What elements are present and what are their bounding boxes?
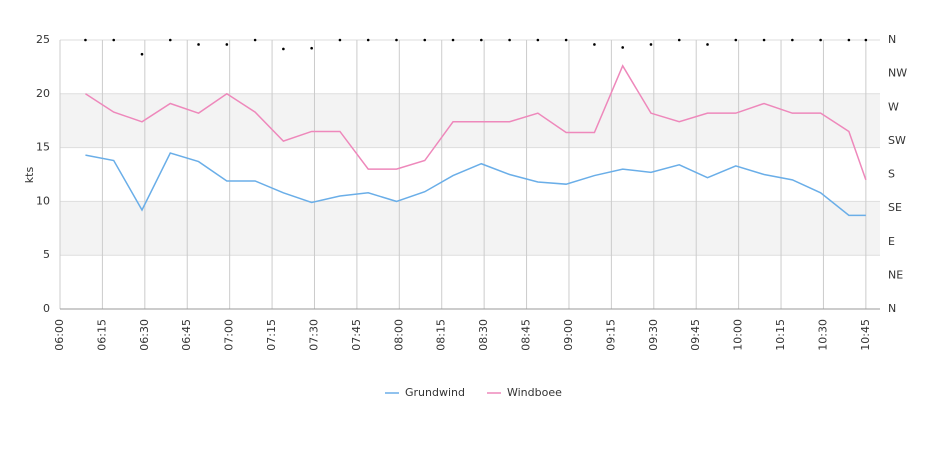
direction-dot — [677, 38, 681, 42]
direction-dot — [734, 38, 738, 42]
direction-dot — [395, 38, 398, 42]
direction-dot — [310, 46, 313, 50]
y2-tick-label: SE — [888, 201, 902, 214]
direction-dot — [819, 38, 822, 42]
direction-dot — [423, 38, 427, 42]
x-tick-label: 09:15 — [604, 319, 617, 351]
direction-dot — [366, 38, 370, 42]
x-tick-label: 08:45 — [520, 319, 533, 351]
direction-dot — [706, 43, 709, 46]
y-tick-label: 15 — [36, 141, 50, 154]
direction-dot — [564, 38, 568, 42]
direction-dot — [536, 38, 540, 42]
x-tick-label: 09:45 — [689, 319, 702, 351]
x-tick-label: 10:30 — [816, 319, 829, 351]
y-axis-label: kts — [23, 167, 36, 184]
direction-dot — [791, 38, 794, 42]
shaded-band — [60, 93, 880, 148]
direction-dot — [253, 38, 257, 42]
y2-tick-label: W — [888, 100, 899, 113]
y2-tick-label: NW — [888, 67, 907, 80]
x-tick-label: 06:45 — [180, 319, 193, 351]
direction-dot — [225, 43, 229, 46]
direction-dot — [168, 38, 172, 42]
x-tick-label: 08:30 — [477, 319, 490, 351]
x-tick-label: 07:00 — [223, 319, 236, 351]
x-tick-label: 06:15 — [95, 319, 108, 351]
y-tick-label: 10 — [36, 194, 50, 207]
direction-dot — [112, 38, 116, 42]
x-tick-label: 10:45 — [859, 319, 872, 351]
direction-dot — [480, 38, 483, 42]
x-tick-label: 06:30 — [138, 319, 151, 351]
y2-tick-label: SW — [888, 134, 906, 147]
x-tick-label: 07:30 — [307, 319, 320, 351]
y-tick-label: 20 — [36, 87, 50, 100]
x-tick-label: 08:15 — [435, 319, 448, 351]
legend-label: Windboee — [507, 386, 562, 399]
direction-dot — [621, 46, 624, 49]
y2-tick-label: NE — [888, 268, 903, 281]
direction-dot — [649, 43, 653, 46]
direction-dot — [282, 47, 285, 51]
shaded-band — [60, 201, 880, 256]
y2-tick-label: E — [888, 235, 895, 248]
direction-dot — [508, 38, 511, 42]
line — [85, 152, 866, 217]
direction-dot — [197, 43, 200, 46]
y-tick-label: 5 — [43, 248, 50, 261]
direction-dot — [593, 43, 596, 46]
direction-dot — [338, 38, 342, 42]
y-tick-label: 25 — [36, 33, 50, 46]
x-tick-label: 09:30 — [647, 319, 660, 351]
x-tick-label: 10:15 — [774, 319, 787, 351]
direction-dot — [762, 38, 766, 42]
x-tick-label: 10:00 — [732, 319, 745, 351]
y2-tick-label: N — [888, 33, 896, 46]
direction-dot — [84, 38, 87, 42]
direction-dot — [864, 38, 868, 42]
y2-tick-label: N — [888, 302, 896, 315]
direction-dot — [140, 52, 144, 56]
direction-dot — [451, 38, 455, 42]
y2-tick-label: S — [888, 168, 895, 181]
x-tick-label: 07:15 — [265, 319, 278, 351]
x-tick-label: 06:00 — [53, 319, 66, 351]
x-tick-label: 09:00 — [562, 319, 575, 351]
legend-label: Grundwind — [405, 386, 465, 399]
y-tick-label: 0 — [43, 302, 50, 315]
direction-dot — [847, 38, 851, 42]
x-tick-label: 08:00 — [392, 319, 405, 351]
x-tick-label: 07:45 — [350, 319, 363, 351]
line — [85, 64, 867, 181]
